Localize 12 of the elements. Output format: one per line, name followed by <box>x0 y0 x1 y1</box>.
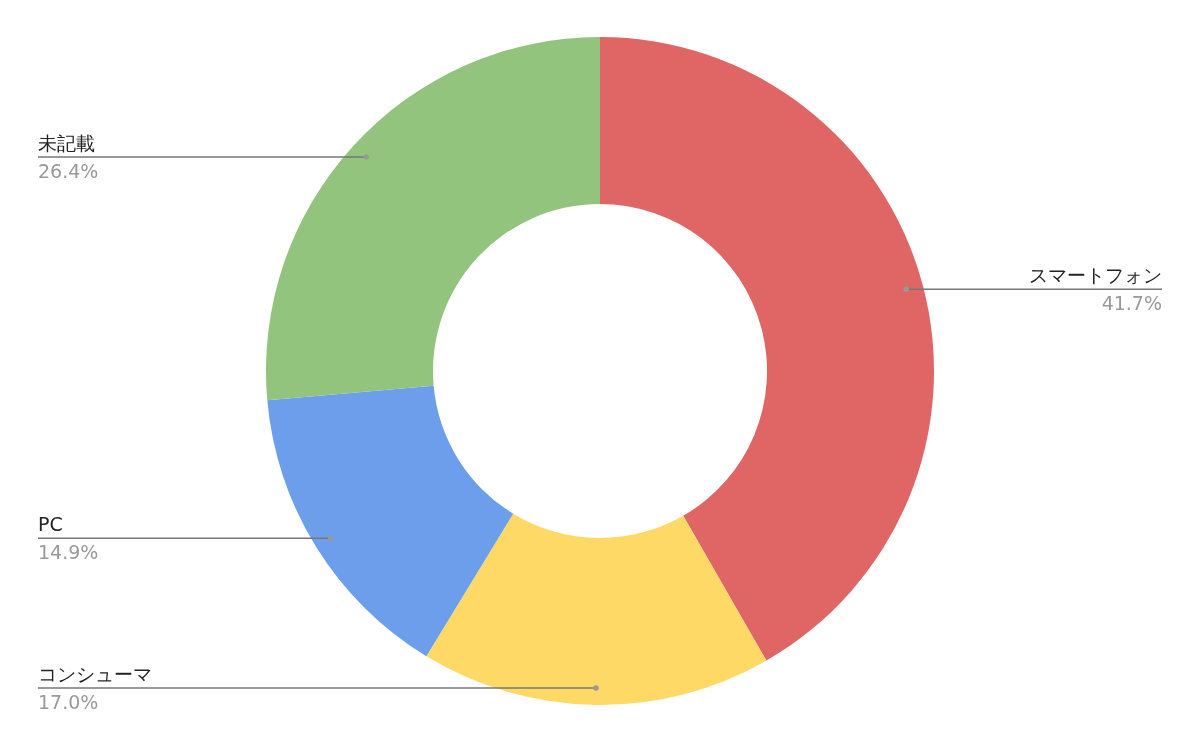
donut-slice <box>600 37 934 661</box>
slice-label: スマートフォン <box>1029 264 1162 287</box>
slice-label: コンシューマ <box>38 662 152 685</box>
slice-label: 未記載 <box>38 131 95 154</box>
donut-slice <box>266 37 600 401</box>
data-label: 41.7% <box>1101 292 1162 315</box>
data-label: 26.4% <box>38 159 99 182</box>
slice-label: PC <box>38 513 63 536</box>
donut-slice <box>267 385 514 657</box>
data-label: 14.9% <box>38 541 99 564</box>
data-label: 17.0% <box>38 690 99 713</box>
donut-slice <box>426 513 767 705</box>
